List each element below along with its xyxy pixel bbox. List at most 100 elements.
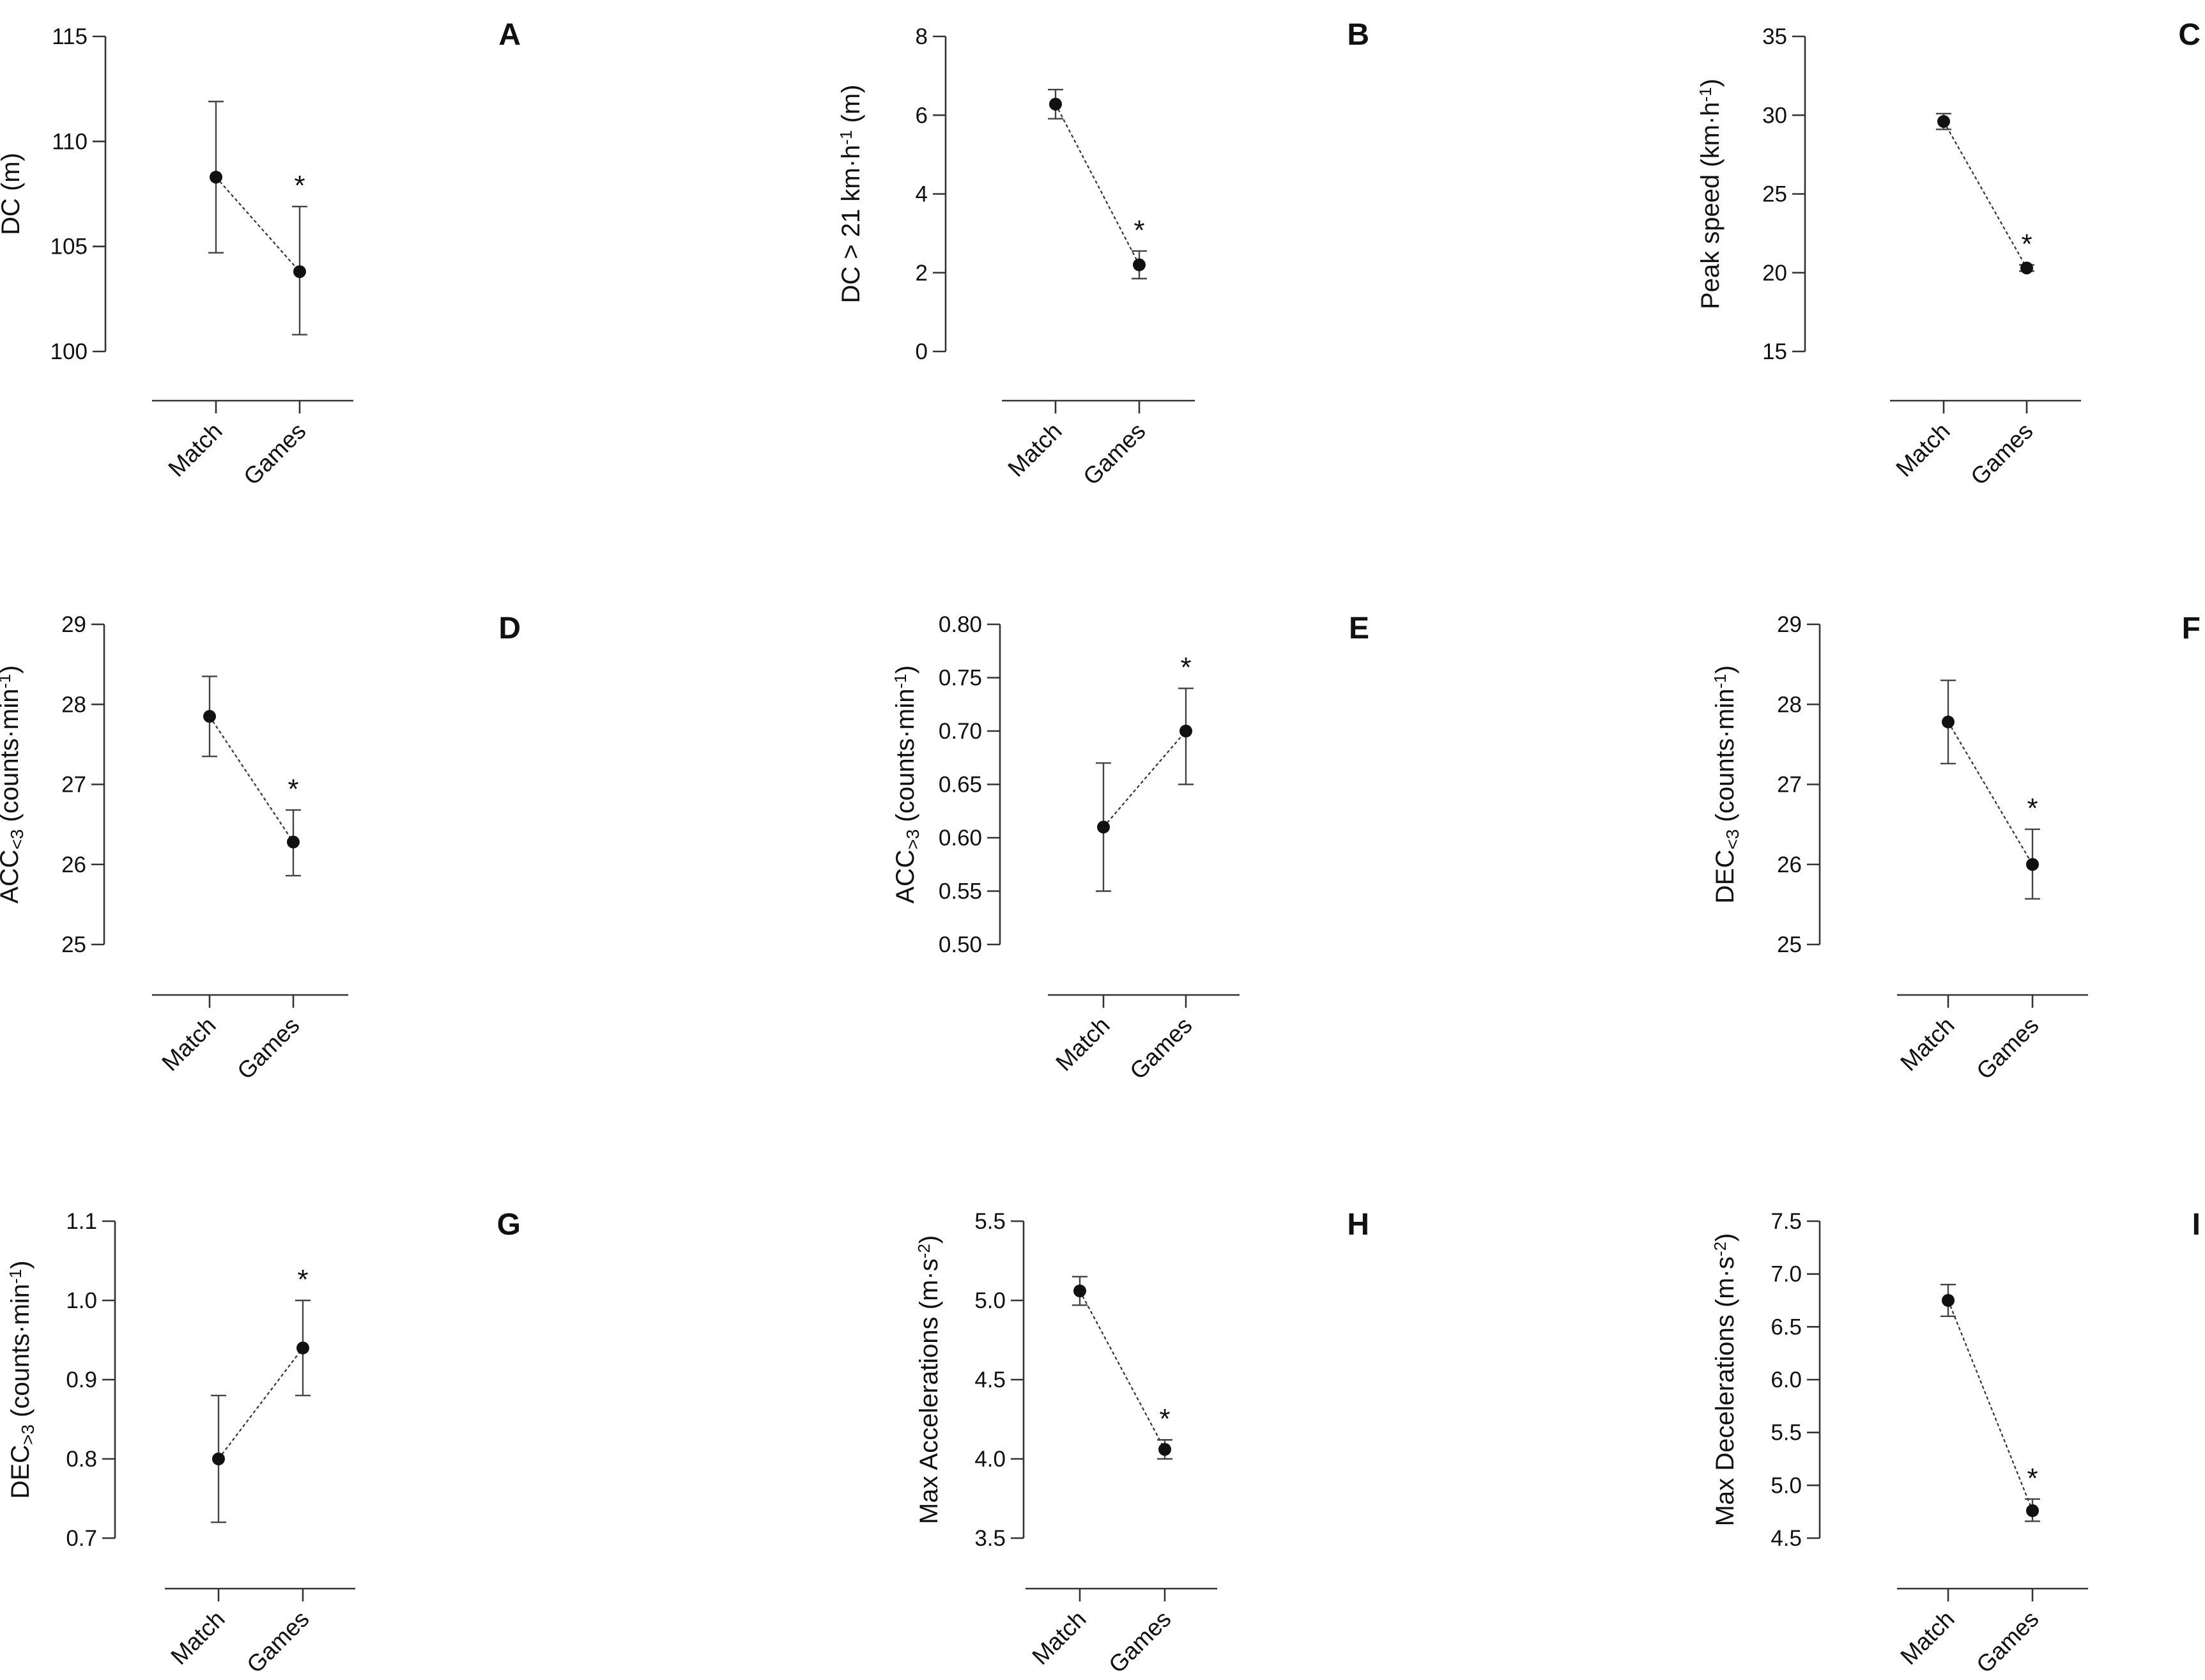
y-axis-label-main: DEC	[1711, 850, 1739, 904]
panel-letter: E	[1349, 612, 1369, 645]
data-point	[210, 171, 222, 184]
x-tick-label: Match	[1050, 1012, 1114, 1076]
x-tick-label: Games	[238, 418, 311, 490]
panel-letter: C	[2178, 18, 2201, 52]
x-tick-label: Match	[1895, 1012, 1959, 1076]
data-point	[287, 835, 300, 849]
panel-F: 25 26 27 28 29 DEC<3 (counts·min-1) Match Games…	[1710, 612, 2201, 1084]
x-tick-label: Match	[163, 418, 227, 482]
significance-star: *	[2027, 1463, 2038, 1494]
y-axis-label: Peak speed (km·h-1)	[1696, 79, 1725, 309]
y-tick-label: 4.0	[974, 1447, 1006, 1472]
y-axis-label-end: )	[6, 1261, 35, 1269]
y-axis-label-end: )	[1711, 665, 1739, 674]
panel-letter: B	[1347, 18, 1369, 52]
y-axis-label-end: (m)	[837, 84, 865, 130]
y-tick-label: 0	[916, 339, 928, 364]
y-tick-label: 0.60	[939, 826, 982, 851]
data-point	[1073, 1284, 1086, 1298]
panel-H: 3.5 4.0 4.5 5.0 5.5 Max Accelerations (m·s-2)…	[914, 1208, 1369, 1678]
x-tick-label: Games	[1103, 1606, 1176, 1678]
panel-letter: F	[2182, 612, 2201, 645]
data-point	[2026, 1504, 2039, 1518]
connector-line	[1943, 121, 2027, 268]
y-tick-label: 105	[50, 235, 88, 259]
y-tick-label: 28	[61, 692, 86, 717]
y-axis-label-main: ACC	[891, 850, 919, 904]
y-axis-label-sup: -1	[891, 674, 910, 688]
y-tick-label: 5.0	[1771, 1473, 1802, 1498]
y-tick-label: 0.50	[939, 932, 982, 957]
y-tick-label: 0.65	[939, 773, 982, 798]
y-axis-label-sup: -1	[1710, 674, 1730, 688]
significance-star: *	[2027, 793, 2038, 824]
y-tick-label: 26	[1777, 852, 1802, 877]
y-axis-label-sub: >3	[903, 829, 923, 850]
y-tick-label: 5.5	[1771, 1421, 1802, 1445]
data-point	[2020, 261, 2033, 275]
y-tick-label: 6.5	[1771, 1314, 1802, 1339]
panel-letter: D	[498, 612, 521, 645]
panel-E: 0.50 0.55 0.60 0.65 0.70 0.75 0.80 ACC>3 (count…	[891, 612, 1369, 1084]
y-tick-label: 110	[52, 129, 88, 154]
y-tick-label: 0.80	[939, 612, 982, 637]
connector-line	[1055, 104, 1140, 265]
significance-star: *	[1159, 1403, 1170, 1435]
x-tick-label: Games	[1078, 418, 1150, 490]
y-tick-label: 29	[1777, 612, 1802, 637]
y-axis-label: DC > 21 km·h-1 (m)	[836, 84, 865, 303]
y-axis-label-main: DC > 21 km·h	[837, 145, 865, 304]
y-axis-label-mid: (counts·min	[0, 689, 24, 829]
significance-star: *	[294, 170, 305, 201]
y-tick-label: 26	[61, 852, 86, 877]
data-point	[296, 1341, 309, 1355]
y-axis-label-mid: (counts·min	[891, 689, 919, 829]
y-tick-label: 35	[1762, 24, 1787, 49]
y-tick-label: 0.8	[66, 1447, 97, 1472]
y-axis-label-sup: -1	[6, 1269, 25, 1284]
y-axis-label-sup: -1	[0, 674, 14, 688]
y-tick-label: 100	[50, 339, 88, 364]
y-axis-label-sub: >3	[18, 1424, 38, 1445]
panel-A: 100 105 110 115 DC (m) Match Games * A	[0, 18, 521, 490]
connector-line	[218, 1347, 303, 1460]
significance-star: *	[297, 1264, 308, 1295]
connector-line	[209, 716, 294, 843]
y-tick-label: 1.0	[66, 1288, 97, 1313]
y-tick-label: 4.5	[974, 1368, 1006, 1392]
y-axis-label-end: )	[915, 1235, 943, 1244]
y-tick-label: 30	[1762, 103, 1787, 128]
y-tick-label: 0.7	[66, 1526, 97, 1551]
data-point	[1937, 115, 1950, 128]
y-tick-label: 2	[916, 261, 928, 286]
y-tick-label: 3.5	[974, 1526, 1006, 1551]
y-axis-label-end: )	[1711, 1233, 1739, 1242]
data-point	[1133, 258, 1146, 272]
y-tick-label: 0.9	[66, 1368, 97, 1392]
y-tick-label: 6.0	[1771, 1368, 1802, 1392]
y-tick-label: 8	[916, 24, 928, 49]
y-axis-label-main: Max Decelerations (m·s	[1711, 1256, 1739, 1526]
y-tick-label: 4.5	[1771, 1526, 1802, 1551]
y-tick-label: 5.5	[974, 1209, 1006, 1234]
connector-line	[1948, 721, 2033, 865]
data-point	[1049, 97, 1062, 111]
y-tick-label: 25	[61, 932, 86, 957]
data-point	[1097, 821, 1110, 834]
panel-I: 4.5 5.0 5.5 6.0 6.5 7.0 7.5 Max Decelerations (…	[1710, 1208, 2201, 1678]
y-axis-label-main: ACC	[0, 850, 24, 904]
y-axis-label-main: DC (m)	[0, 153, 25, 235]
y-tick-label: 0.70	[939, 719, 982, 744]
x-tick-label: Games	[1971, 1012, 2043, 1084]
y-tick-label: 0.55	[939, 879, 982, 904]
x-tick-label: Games	[1971, 1606, 2043, 1678]
significance-star: *	[288, 774, 298, 805]
significance-star: *	[1180, 652, 1191, 683]
y-axis-label-sub: <3	[7, 829, 27, 850]
y-tick-label: 4	[916, 182, 928, 207]
y-axis-label: DEC<3 (counts·min-1)	[1710, 665, 1742, 904]
y-axis-label: ACC<3 (counts·min-1)	[0, 665, 27, 904]
data-point	[1179, 725, 1192, 737]
connector-line	[1079, 1290, 1165, 1450]
